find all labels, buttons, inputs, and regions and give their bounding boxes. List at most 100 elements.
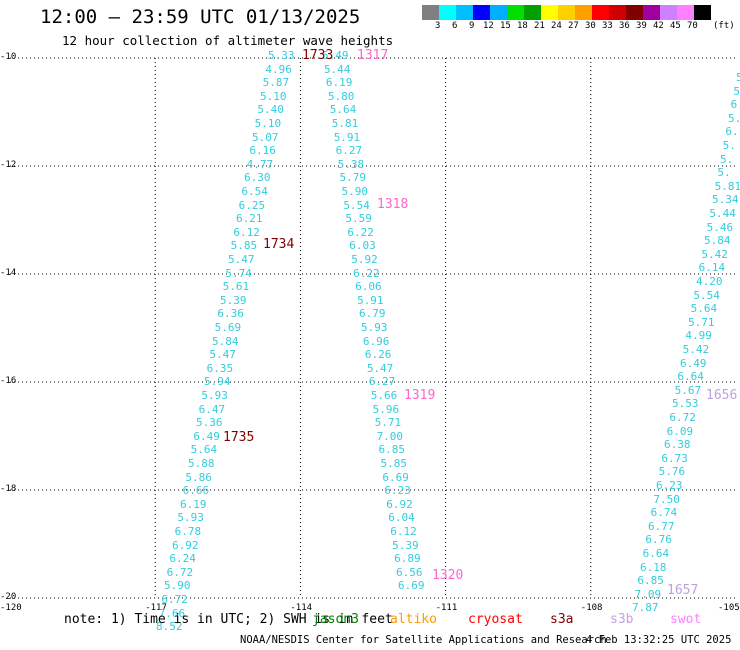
colorbar-swatch [575,5,592,20]
wave-height-value: 6.38 [664,438,691,452]
wave-height-value: 5.10 [260,89,287,103]
wave-height-value: 6.85 [378,443,406,457]
wave-height-value: 5. [720,152,734,166]
wave-height-value: 6.19 [180,497,207,511]
wave-height-value: 5.91 [333,130,361,144]
orbit-number-label: 1319 [404,388,436,403]
wave-height-value: 5. [728,111,740,125]
wave-height-value: 6.19 [325,76,353,90]
wave-height-value: 5.33 [268,49,295,62]
wave-height-value: 5.42 [682,343,710,356]
wave-height-value: 6.27 [368,375,396,389]
wave-height-value: 6.27 [335,144,363,158]
colorbar-swatch [507,5,524,20]
wave-height-value: 5.44 [709,207,736,220]
wave-height-value: 6.64 [642,547,670,560]
wave-height-value: 6.49 [193,429,220,443]
wave-height-value: 5.84 [704,234,731,248]
wave-height-value: 6.12 [390,525,417,538]
wave-height-value: 4.20 [696,275,723,288]
orbit-number-label: 1656 [706,388,738,403]
colorbar-label: 3 [435,21,441,31]
colorbar-label: 9 [469,21,475,31]
map-title: 12:00 – 23:59 UTC 01/13/2025 [40,6,361,28]
wave-height-value: 5. [736,71,740,84]
wave-height-value: 5.47 [228,253,255,266]
wave-height-colorbar [422,5,711,20]
wave-height-value: 6.85 [637,574,664,588]
colorbar-swatch [694,5,711,20]
wave-height-value: 6.92 [386,497,413,511]
wave-height-value: 5.54 [343,198,370,212]
wave-height-value: 6.23 [656,479,683,492]
legend-item-cryosat: cryosat [468,612,523,627]
wave-height-value: 5. [717,166,731,180]
wave-height-value: 6.16 [249,144,276,158]
wave-height-value: 7.87 [632,601,659,615]
orbit-number-label: 1735 [223,430,255,445]
colorbar-label: 42 [653,21,664,31]
wave-height-value: 6.18 [640,560,667,574]
wave-height-value: 7.50 [653,492,680,506]
wave-height-value: 5.93 [360,321,388,334]
wave-height-value: 5.54 [693,288,720,302]
wave-height-value: 6.77 [648,519,675,533]
colorbar-label: 27 [568,21,579,31]
wave-height-value: 4.99 [685,329,712,343]
footer-generated-time: 4 Feb 13:32:25 UTC 2025 [586,634,732,646]
colorbar-swatch [609,5,626,20]
wave-height-value: 5.87 [262,76,290,90]
wave-height-value: 6.66 [182,484,210,498]
wave-height-value: 5.61 [222,280,250,294]
lon-tick-label: -105 [718,603,740,613]
colorbar-label: 15 [500,21,511,31]
wave-height-value: 6.30 [244,171,271,185]
note-text: note: 1) Time is in UTC; 2) SWH is in fe… [64,612,393,627]
wave-height-value: 6.64 [677,370,704,384]
wave-height-value: 6.47 [198,402,226,416]
wave-height-value: 6.92 [172,538,199,552]
wave-height-value: 6.09 [666,424,694,438]
wave-height-value: 5.71 [688,315,715,329]
wave-height-value: 5.44 [323,62,351,76]
colorbar-label: 70 [687,21,698,31]
wave-height-value: 6.24 [169,552,196,566]
wave-height-value: 6.72 [669,411,696,424]
lon-tick-label: -117 [145,603,167,613]
wave-height-value: 6.49 [680,356,707,370]
colorbar-label: 6 [452,21,458,31]
wave-height-value: 6.23 [384,484,411,498]
wave-height-value: 6.03 [349,239,376,253]
wave-height-value: 5.93 [177,511,204,525]
orbit-number-label: 1733 [302,48,334,63]
wave-height-value: 6.04 [388,511,415,525]
wave-height-value: 6.22 [353,266,380,280]
colorbar-swatch [422,5,439,20]
wave-height-value: 5.53 [672,397,699,411]
lat-tick-label: -10 [0,52,17,62]
wave-height-value: 6.73 [661,451,688,465]
wave-height-value: 5.81 [331,117,359,130]
wave-height-value: 6.21 [236,212,263,226]
wave-height-value: 5.10 [254,117,282,130]
wave-height-value: 6.54 [241,185,268,198]
legend-item-jason3: jason3 [312,612,359,627]
wave-height-value: 5.85 [230,239,258,253]
wave-height-value: 5. [733,84,740,98]
wave-height-value: 7.66 [158,606,186,620]
wave-height-value: 5.90 [341,185,368,198]
wave-height-value: 5.39 [392,538,419,552]
wave-height-value: 6.69 [398,579,425,593]
footer-credit: NOAA/NESDIS Center for Satellite Applica… [240,634,607,646]
legend-item-s3a: s3a [550,612,574,627]
wave-height-value: 5.85 [380,457,407,470]
wave-height-value: 5.91 [357,293,384,307]
colorbar-label: 21 [534,21,545,31]
wave-height-value: 5.47 [209,348,236,362]
colorbar-swatch [456,5,473,20]
wave-height-value: 6.26 [364,348,392,362]
wave-height-value: 5. [722,139,736,152]
wave-height-value: 6.89 [394,552,421,566]
wave-height-value: 6.79 [359,307,386,321]
